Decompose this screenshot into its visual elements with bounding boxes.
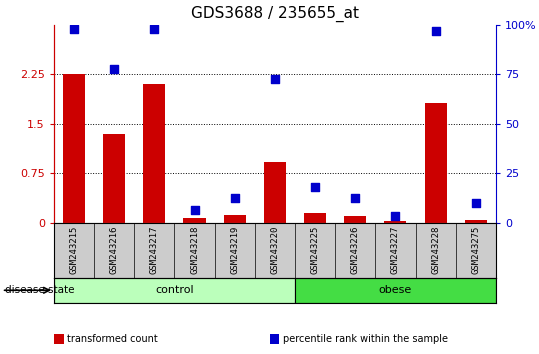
Bar	[63, 74, 85, 223]
Point	[110, 66, 119, 72]
Text: GSM243220: GSM243220	[271, 226, 279, 274]
Bar	[304, 213, 326, 223]
Bar	[384, 221, 406, 223]
Bar	[54, 278, 295, 303]
Text: GSM243217: GSM243217	[150, 226, 159, 274]
Point	[150, 26, 158, 32]
Text: percentile rank within the sample: percentile rank within the sample	[283, 334, 448, 344]
Bar	[344, 216, 367, 223]
Text: transformed count: transformed count	[67, 334, 158, 344]
Point	[271, 76, 279, 82]
Text: GSM243219: GSM243219	[230, 226, 239, 274]
Bar	[295, 278, 496, 303]
Text: GSM243227: GSM243227	[391, 226, 400, 274]
Text: GSM243228: GSM243228	[431, 226, 440, 274]
Point	[230, 195, 239, 201]
Text: GSM243215: GSM243215	[70, 226, 79, 274]
Point	[70, 27, 78, 32]
Bar	[264, 162, 286, 223]
Point	[311, 184, 320, 189]
Point	[391, 213, 400, 219]
Text: GSM243226: GSM243226	[351, 226, 360, 274]
Text: control: control	[155, 285, 194, 295]
Point	[190, 207, 199, 213]
Text: obese: obese	[379, 285, 412, 295]
Bar	[425, 103, 447, 223]
Text: GSM243225: GSM243225	[310, 226, 320, 274]
Text: GSM243218: GSM243218	[190, 226, 199, 274]
Text: GSM243216: GSM243216	[109, 226, 119, 274]
Bar	[224, 215, 246, 223]
Bar	[103, 134, 125, 223]
Title: GDS3688 / 235655_at: GDS3688 / 235655_at	[191, 6, 359, 22]
Bar	[465, 221, 487, 223]
Bar	[143, 84, 165, 223]
Point	[351, 195, 360, 201]
Bar	[183, 218, 205, 223]
Text: disease state: disease state	[5, 285, 75, 295]
Text: GSM243275: GSM243275	[471, 226, 480, 274]
Point	[472, 200, 480, 206]
Point	[431, 28, 440, 34]
